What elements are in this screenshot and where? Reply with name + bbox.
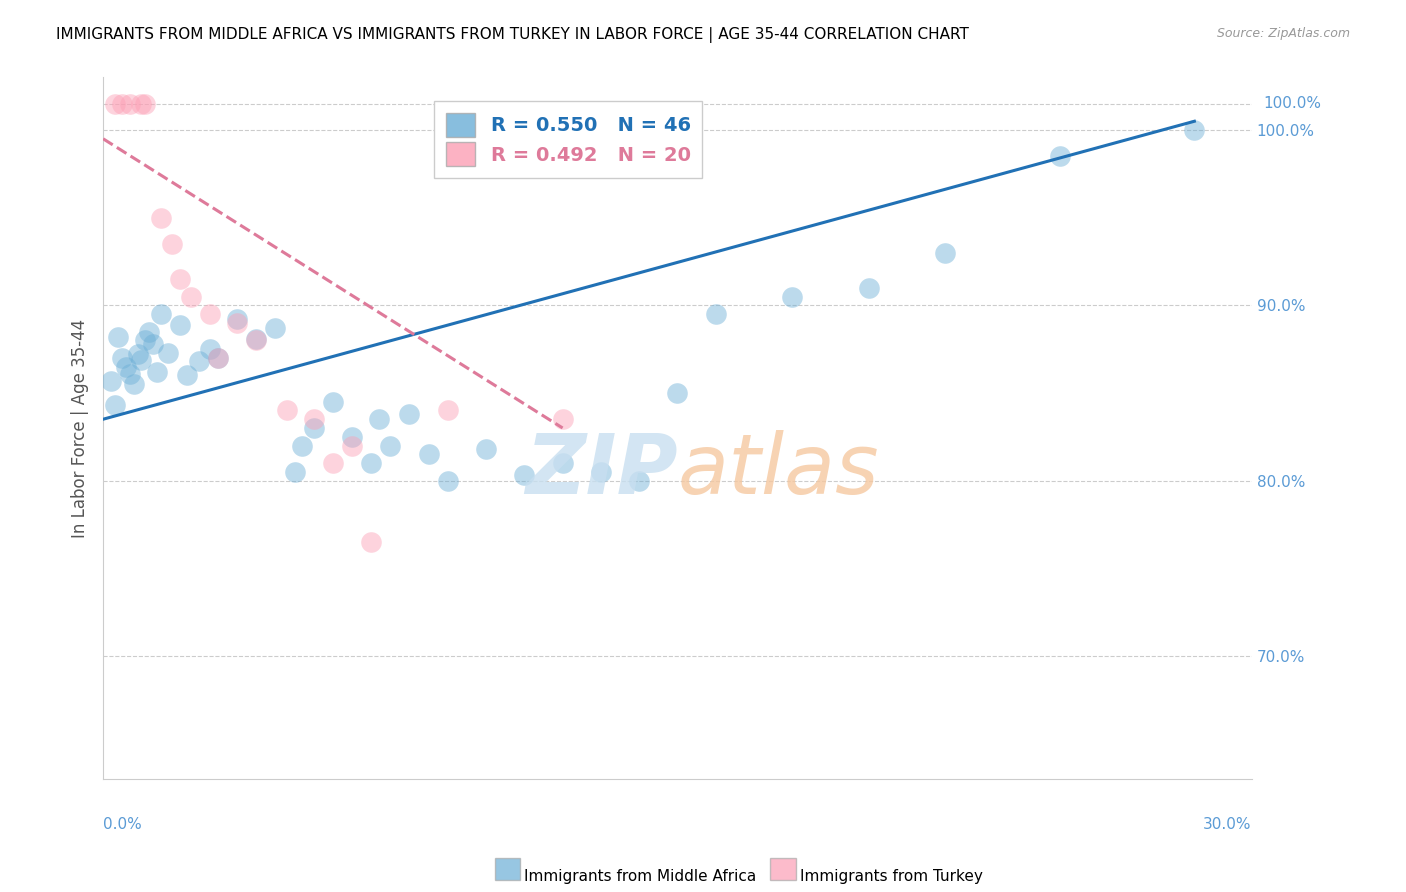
Point xyxy=(551,456,574,470)
Point xyxy=(858,281,880,295)
Point xyxy=(551,412,574,426)
Point xyxy=(115,359,138,374)
Text: Immigrants from Turkey: Immigrants from Turkey xyxy=(800,869,983,884)
Point xyxy=(160,236,183,251)
Point xyxy=(475,442,498,456)
Point xyxy=(200,307,222,321)
Point xyxy=(398,407,420,421)
Point xyxy=(302,421,325,435)
Point xyxy=(180,289,202,303)
Point xyxy=(264,321,287,335)
Point xyxy=(187,354,209,368)
Point xyxy=(322,456,344,470)
Point xyxy=(360,456,382,470)
Point xyxy=(207,351,229,365)
Point xyxy=(245,332,267,346)
Text: IMMIGRANTS FROM MIDDLE AFRICA VS IMMIGRANTS FROM TURKEY IN LABOR FORCE | AGE 35-: IMMIGRANTS FROM MIDDLE AFRICA VS IMMIGRA… xyxy=(56,27,969,43)
Point xyxy=(149,211,172,225)
Point xyxy=(782,289,804,303)
Text: Immigrants from Middle Africa: Immigrants from Middle Africa xyxy=(524,869,756,884)
Point xyxy=(226,316,249,330)
Point xyxy=(513,468,536,483)
Point xyxy=(118,367,141,381)
Point xyxy=(149,307,172,321)
Point xyxy=(704,307,727,321)
Point xyxy=(628,474,651,488)
Point xyxy=(100,374,122,388)
Point xyxy=(245,334,267,348)
Point xyxy=(284,465,307,479)
Point xyxy=(934,245,956,260)
Point xyxy=(176,368,198,383)
Point xyxy=(302,412,325,426)
Point xyxy=(207,351,229,365)
Legend: R = 0.550   N = 46, R = 0.492   N = 20: R = 0.550 N = 46, R = 0.492 N = 20 xyxy=(434,101,703,178)
Point xyxy=(134,96,156,111)
Point xyxy=(367,412,389,426)
Text: atlas: atlas xyxy=(678,430,879,510)
Point xyxy=(104,96,127,111)
Point xyxy=(122,377,145,392)
Point xyxy=(436,474,458,488)
Text: 100.0%: 100.0% xyxy=(1263,96,1322,112)
Point xyxy=(134,334,156,348)
Point xyxy=(589,465,612,479)
Point xyxy=(104,398,127,412)
Point xyxy=(340,430,363,444)
Point xyxy=(380,438,402,452)
Point xyxy=(276,403,298,417)
Point xyxy=(157,345,180,359)
Point xyxy=(169,318,191,332)
Point xyxy=(138,325,160,339)
Point xyxy=(1182,123,1205,137)
Point xyxy=(360,535,382,549)
Y-axis label: In Labor Force | Age 35-44: In Labor Force | Age 35-44 xyxy=(72,318,89,538)
Point xyxy=(169,272,191,286)
Text: ZIP: ZIP xyxy=(524,430,678,510)
Point xyxy=(291,438,314,452)
Point xyxy=(145,365,167,379)
Point xyxy=(107,330,129,344)
Point xyxy=(418,447,440,461)
Point xyxy=(131,352,153,367)
Text: 0.0%: 0.0% xyxy=(103,817,142,832)
Point xyxy=(340,438,363,452)
Point xyxy=(111,351,134,365)
Point xyxy=(200,342,222,356)
Point xyxy=(666,385,689,400)
Point xyxy=(436,403,458,417)
Point xyxy=(118,96,141,111)
Point xyxy=(127,347,149,361)
Point xyxy=(1049,149,1071,163)
Point xyxy=(131,96,153,111)
Text: Source: ZipAtlas.com: Source: ZipAtlas.com xyxy=(1216,27,1350,40)
Point xyxy=(322,394,344,409)
Point xyxy=(142,336,165,351)
Point xyxy=(111,96,134,111)
Point xyxy=(226,312,249,326)
Text: 30.0%: 30.0% xyxy=(1204,817,1251,832)
